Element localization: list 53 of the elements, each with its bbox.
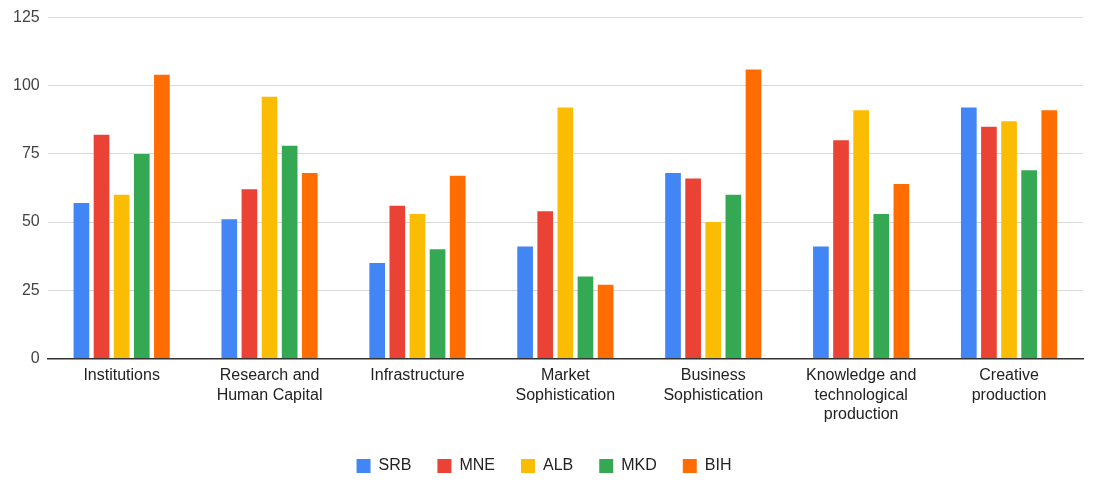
bar (833, 140, 849, 358)
bar (981, 126, 997, 358)
bar (517, 246, 533, 358)
bar (93, 134, 110, 358)
bar (301, 173, 318, 358)
bar (960, 107, 977, 358)
y-tick-label: 50 (21, 212, 40, 230)
bar (705, 222, 722, 358)
bar (745, 69, 762, 358)
bar (665, 173, 681, 358)
legend-label: MNE (459, 456, 495, 474)
bar (597, 284, 614, 358)
bar (557, 107, 574, 358)
bar (873, 213, 890, 358)
x-tick-label: Institutions (83, 366, 160, 384)
bar (1001, 121, 1017, 358)
bar (154, 74, 170, 358)
bar (725, 194, 742, 358)
y-tick-label: 100 (12, 76, 40, 94)
legend-label: MKD (621, 456, 657, 474)
legend-label: SRB (378, 456, 412, 474)
bar (577, 276, 594, 358)
bar (853, 110, 869, 358)
legend-label: BIH (704, 456, 732, 474)
bar (241, 189, 258, 358)
bar (537, 211, 554, 358)
x-tick-label: Knowledge and technological production (805, 366, 917, 422)
x-tick-label: Market Sophistication (515, 366, 616, 403)
bar (409, 213, 426, 358)
bar (685, 178, 701, 358)
bar (369, 262, 386, 358)
y-tick-label: 0 (30, 348, 40, 366)
bar (389, 205, 406, 358)
y-tick-label: 25 (21, 280, 40, 298)
bar (221, 219, 238, 358)
x-tick-label: Creative production (971, 366, 1047, 403)
bar (133, 153, 150, 358)
bar (73, 203, 90, 358)
x-tick-label: Research and Human Capital (216, 366, 323, 403)
bar (1041, 110, 1058, 358)
legend-label: ALB (542, 456, 574, 474)
y-tick-label: 125 (12, 8, 40, 26)
x-tick-label: Business Sophistication (663, 366, 764, 403)
bar (261, 96, 278, 358)
bar (429, 249, 446, 358)
bar (813, 246, 829, 358)
x-tick-label: Infrastructure (370, 366, 465, 384)
bar (281, 145, 298, 358)
bar (893, 183, 910, 358)
bar (113, 194, 130, 358)
bar (449, 175, 466, 358)
y-tick-label: 75 (21, 144, 40, 162)
bar (1021, 170, 1038, 358)
